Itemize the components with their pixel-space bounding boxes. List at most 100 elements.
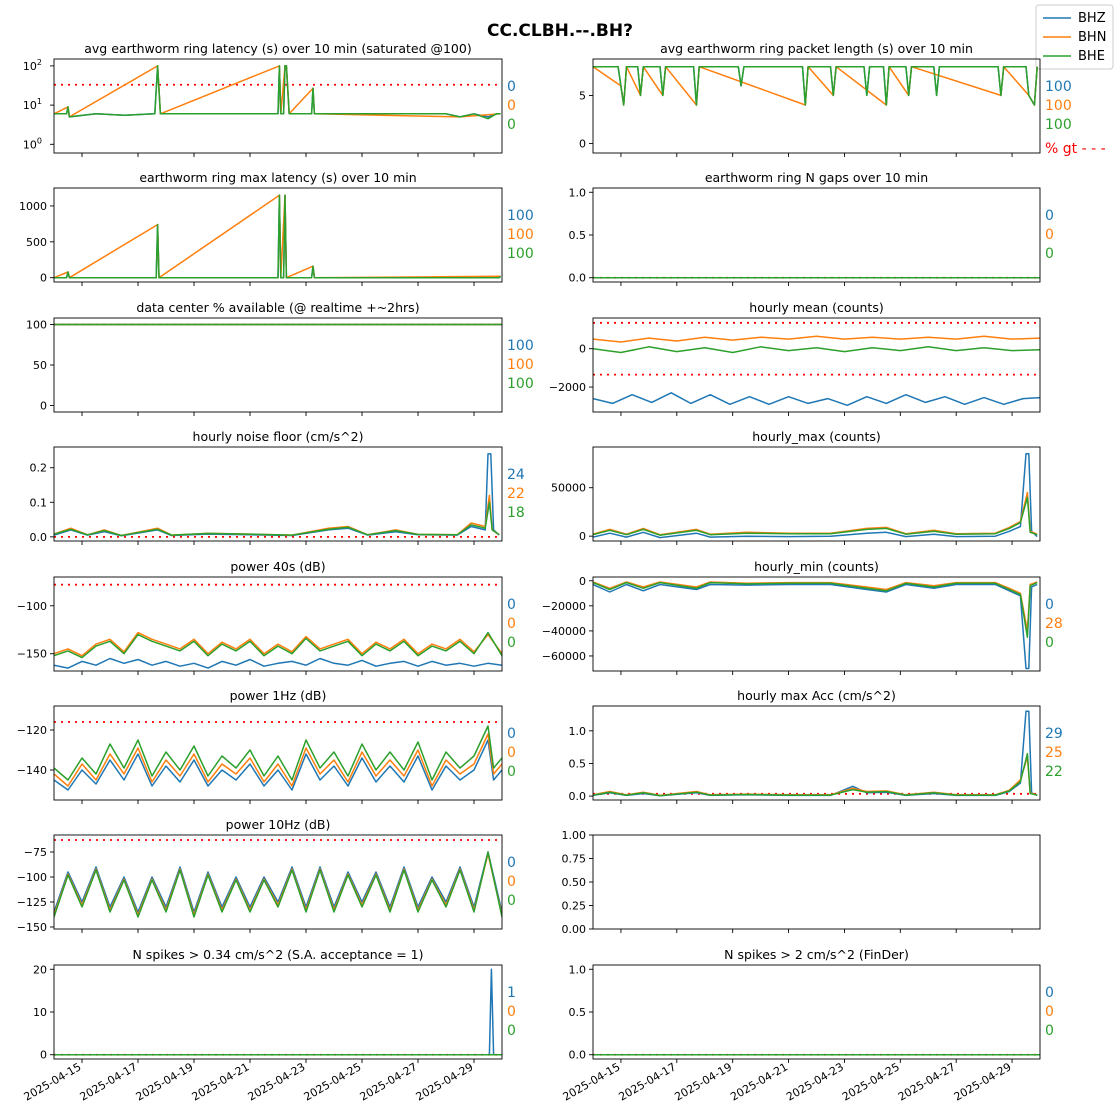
stat-bhe: 0	[1045, 246, 1054, 262]
y-tick-label: 0.50	[562, 876, 587, 889]
y-tick-label: 1.0	[569, 963, 587, 976]
series-line-bhe	[54, 725, 502, 781]
y-tick-label: 5	[579, 89, 586, 102]
panel-n-spikes-0-34-cm-s-2-s-a-acceptance-1: N spikes > 0.34 cm/s^2 (S.A. acceptance …	[22, 947, 516, 1104]
y-tick-label: −2000	[549, 381, 586, 394]
stat-bhz: 1	[507, 985, 516, 1001]
x-tick-label: 2025-04-17	[616, 1060, 678, 1103]
x-tick-label: 2025-04-17	[78, 1060, 140, 1103]
y-tick-label: 1.00	[562, 829, 587, 842]
series-line-bhn	[54, 494, 500, 537]
stat-bhe: 0	[1045, 1023, 1054, 1039]
y-tick-label: −140	[17, 764, 47, 777]
axes-frame	[53, 187, 503, 283]
y-tick-label: −40000	[542, 625, 586, 638]
x-tick-label: 2025-04-29	[952, 1060, 1014, 1103]
series-line-bhz	[54, 65, 501, 118]
x-tick-label: 2025-04-23	[784, 1060, 846, 1103]
y-tick-label: −100	[17, 600, 47, 613]
panel-hourly-noise-floor-cm-s-2: hourly noise floor (cm/s^2) 0.0 0.1 0.2 24 22…	[30, 429, 525, 545]
panel-hourly-mean-counts: hourly mean (counts) −2000 0	[549, 300, 1041, 416]
stat-bhe: 0	[507, 117, 516, 133]
panel-title: hourly_min (counts)	[754, 559, 879, 574]
y-tick-label: 0.25	[562, 900, 587, 913]
stat-bhe: 18	[507, 505, 525, 521]
stat-bhe: 100	[1045, 117, 1072, 133]
series-line-bhe	[54, 501, 500, 537]
stat-bhz: 24	[507, 467, 525, 483]
stat-bhz: 100	[1045, 79, 1072, 95]
y-tick-label: −20000	[542, 600, 586, 613]
legend-box	[1035, 4, 1114, 70]
stat-bhe: 100	[507, 246, 534, 262]
stat-bhe: 0	[507, 764, 516, 780]
axes-frame	[53, 317, 503, 413]
stat-bhz: 29	[1045, 726, 1063, 742]
panel-power-10hz-db: power 10Hz (dB) −150 −125 −100 −75 0 0 0	[17, 817, 516, 934]
panel-hourly-max-counts: hourly_max (counts) 0 50000	[551, 429, 1041, 545]
series-line-bhz	[593, 453, 1038, 539]
x-tick-label: 2025-04-25	[302, 1060, 364, 1103]
legend-label-bhz: BHZ	[1078, 11, 1106, 26]
panel-title: power 40s (dB)	[230, 559, 325, 574]
x-tick-label: 2025-04-15	[561, 1060, 623, 1103]
y-tick-label: −75	[24, 846, 47, 859]
panel-earthworm-ring-n-gaps-over-10-min: earthworm ring N gaps over 10 min 0.0 0.5 1…	[569, 170, 1054, 286]
y-tick-label: 20	[33, 963, 47, 976]
panel-hourly-max-acc-cm-s-2: hourly max Acc (cm/s^2) 0.0 0.5 1.0 29 25 22	[569, 688, 1063, 804]
stat-bhe: 100	[507, 376, 534, 392]
panel-avg-earthworm-ring-latency-s-over-10-min: avg earthworm ring latency (s) over 10 m…	[23, 41, 516, 157]
y-tick-label: 0	[579, 575, 586, 588]
series-line-bhz	[593, 583, 1038, 670]
series-line-bhe	[593, 752, 1038, 797]
stat-bhn: 0	[507, 616, 516, 632]
y-tick-label: 0	[40, 400, 47, 413]
y-tick-label: 0.5	[569, 757, 587, 770]
y-tick-label: −120	[17, 724, 47, 737]
axes-frame	[592, 964, 1041, 1060]
axes-frame	[53, 705, 503, 801]
series-line-bhz	[54, 851, 502, 913]
y-tick-label: 0.75	[562, 853, 587, 866]
y-tick-label: 1.0	[569, 186, 587, 199]
stat-bhz: 100	[507, 338, 534, 354]
y-tick-label: −60000	[542, 650, 586, 663]
stat-bhn: 0	[1045, 227, 1054, 243]
axes-frame	[53, 834, 503, 930]
x-tick-label: 2025-04-19	[134, 1060, 196, 1103]
y-tick-label: 1.0	[569, 725, 587, 738]
panel-title: N spikes > 2 cm/s^2 (FinDer)	[724, 947, 909, 962]
y-tick-label: 102	[23, 58, 42, 73]
y-tick-label: 10	[33, 1006, 47, 1019]
stat-bhz: 0	[1045, 597, 1054, 613]
x-tick-label: 2025-04-27	[358, 1060, 420, 1103]
stat-bhz: 100	[507, 208, 534, 224]
series-line-bhe	[593, 496, 1038, 536]
x-tick-label: 2025-04-29	[414, 1060, 476, 1103]
legend-label-bhe: BHE	[1078, 49, 1105, 64]
panel-hourly-min-counts: hourly_min (counts) −60000 −40000 −20000 0 0 2…	[542, 559, 1063, 675]
series-line-bhz	[54, 453, 500, 537]
panels-group: avg earthworm ring latency (s) over 10 m…	[17, 41, 1072, 1104]
stat-bhe: 0	[1045, 635, 1054, 651]
panel-power-1hz-db: power 1Hz (dB) −140 −120 0 0 0	[17, 688, 516, 804]
panel-earthworm-ring-max-latency-s-over-10-min: earthworm ring max latency (s) over 10 m…	[19, 170, 534, 286]
x-tick-label: 2025-04-15	[22, 1060, 84, 1103]
y-tick-label: 50	[33, 359, 47, 372]
y-tick-label: −150	[17, 921, 47, 934]
stat-bhn: 0	[1045, 1004, 1054, 1020]
series-line-bhn	[593, 335, 1040, 343]
series-line-bhn	[593, 491, 1038, 536]
axes-frame	[592, 446, 1041, 542]
x-tick-label: 2025-04-23	[246, 1060, 308, 1103]
y-tick-label: 0.5	[569, 1006, 587, 1019]
panel-title: hourly_max (counts)	[752, 429, 881, 444]
stat-bhz: 0	[507, 726, 516, 742]
y-tick-label: 0.00	[562, 923, 587, 936]
series-line-bhe	[54, 631, 502, 659]
axes-frame	[592, 187, 1041, 283]
panel-title: hourly mean (counts)	[749, 300, 883, 315]
panel-title: avg earthworm ring packet length (s) ove…	[660, 41, 973, 56]
y-tick-label: 500	[26, 236, 47, 249]
series-line-bhn	[593, 581, 1038, 632]
